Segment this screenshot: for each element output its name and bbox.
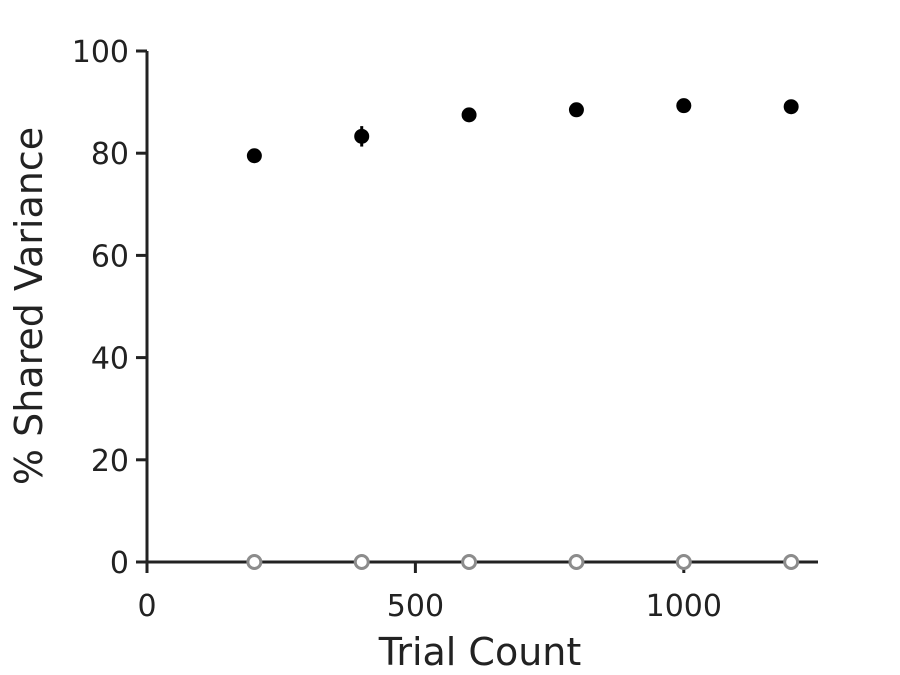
x-tick-label: 0 [137, 589, 156, 624]
y-axis-title: % Shared Variance [7, 127, 51, 485]
y-tick-label: 20 [91, 444, 129, 479]
data-point-open [461, 554, 478, 570]
y-tick-label: 60 [91, 239, 129, 274]
x-tick-label: 500 [387, 589, 444, 624]
x-tick-label: 1000 [646, 589, 722, 624]
data-point-open [568, 554, 585, 570]
y-tick-label: 40 [91, 342, 129, 377]
y-tick-label: 100 [72, 35, 129, 70]
data-point-filled [354, 128, 370, 144]
data-point-filled [568, 102, 584, 118]
data-point-filled [676, 98, 692, 114]
data-point-filled [246, 148, 262, 164]
data-point-filled [783, 99, 799, 115]
data-point-open [353, 554, 370, 570]
x-axis-title: Trial Count [378, 630, 582, 674]
y-tick-label: 0 [110, 546, 129, 581]
data-point-open [246, 554, 263, 570]
data-point-open [783, 554, 800, 570]
y-tick-label: 80 [91, 137, 129, 172]
data-point-open [675, 554, 692, 570]
data-point-filled [461, 107, 477, 123]
